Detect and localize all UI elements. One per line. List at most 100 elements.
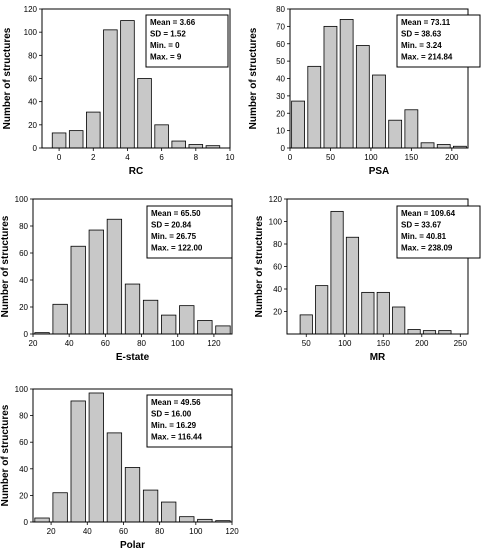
x-tick-label: 40 [83,527,92,536]
y-tick-label: 20 [28,121,37,130]
x-tick-label: 150 [405,153,419,162]
y-tick-label: 100 [15,195,29,204]
y-tick-label: 20 [273,308,282,317]
y-tick-label: 100 [24,28,38,37]
y-axis-label: Number of structures [2,27,13,129]
y-tick-label: 80 [28,51,37,60]
x-tick-label: 50 [302,339,311,348]
plot-frame [32,388,233,523]
histogram-bar [52,303,68,335]
histogram-bar [330,210,344,335]
x-tick-label: 2 [91,153,96,162]
histogram-bar [307,65,322,149]
histogram-bar [68,130,84,149]
histogram-bar [345,236,360,335]
x-tick-label: 100 [364,153,378,162]
histogram-bar [106,432,123,523]
y-tick-label: 80 [276,5,285,14]
stats-line: Min. = 26.75 [151,232,197,241]
x-tick-label: 80 [137,339,146,348]
histogram-bar [86,111,101,149]
y-tick-label: 0 [281,144,286,153]
stats-line: SD = 1.52 [150,30,186,39]
x-tick-label: 100 [189,527,203,536]
x-tick-label: 100 [171,339,185,348]
y-tick-label: 20 [19,491,28,500]
histogram-bar [315,285,329,335]
histogram-bar [70,400,86,523]
y-axis-label: Number of structures [254,215,265,317]
x-tick-label: 60 [119,527,128,536]
y-tick-label: 20 [19,303,28,312]
histogram-bar [420,142,435,149]
x-tick-label: 0 [57,153,62,162]
y-tick-label: 60 [19,249,28,258]
histogram-bar [323,25,338,149]
histogram-bar [88,229,104,335]
stats-line: SD = 33.67 [401,221,442,230]
histogram-bar [291,100,305,149]
x-axis-label: E-state [116,352,150,363]
y-axis-label: Number of structures [0,404,11,506]
x-tick-label: 20 [47,527,56,536]
y-tick-label: 40 [19,276,28,285]
stats-line: Min. = 16.29 [151,421,197,430]
histogram-bar [88,392,104,523]
stats-line: Max. = 238.09 [401,244,453,253]
x-tick-label: 0 [288,153,293,162]
histogram-bar [124,283,141,335]
x-tick-label: 250 [454,339,468,348]
histogram-bar [407,329,421,335]
y-tick-label: 0 [33,144,38,153]
y-tick-label: 100 [269,218,283,227]
histogram-bar [51,132,67,149]
stats-box [145,14,229,68]
y-tick-label: 20 [276,109,285,118]
histogram-bar [299,314,313,335]
stats-line: Min. = 3.24 [401,41,442,50]
histogram-bar [106,218,123,335]
y-tick-label: 40 [273,285,282,294]
stats-line: Mean = 3.66 [150,18,196,27]
y-tick-label: 60 [276,40,285,49]
histogram-bar [404,109,419,149]
histogram-bar [124,467,141,523]
stats-line: SD = 16.00 [151,410,192,419]
histogram-bar [215,325,231,335]
x-tick-label: 200 [415,339,429,348]
y-tick-label: 40 [28,98,37,107]
stats-box [396,14,481,68]
x-tick-label: 10 [226,153,235,162]
histogram-bar [179,305,195,335]
y-tick-label: 120 [24,5,38,14]
stats-line: Mean = 109.64 [401,209,456,218]
stats-box [146,205,233,259]
y-tick-label: 120 [269,195,283,204]
histogram-bar [422,330,437,335]
histogram-bar [376,291,390,335]
x-tick-label: 120 [225,527,239,536]
histogram-bar [392,306,406,335]
stats-line: Max. = 122.00 [151,244,203,253]
histogram-bar [436,144,451,149]
histogram-panel-psa: 0 50 100 150 200 0 10 20 30 40 50 60 70 80 PSA Number o… [248,5,481,177]
histogram-bar [137,78,152,149]
histogram-bar [154,124,169,149]
y-tick-label: 60 [19,438,28,447]
x-tick-label: 4 [125,153,130,162]
x-tick-label: 100 [338,339,352,348]
y-tick-label: 30 [276,92,285,101]
stats-line: Min. = 0 [150,41,180,50]
histogram-bar [438,330,452,335]
x-tick-label: 120 [207,339,221,348]
x-tick-label: 50 [326,153,335,162]
histogram-bar [197,320,213,335]
histogram-bar [355,45,370,149]
histogram-bar [103,29,118,149]
y-tick-label: 40 [19,465,28,474]
histogram-bar [142,299,159,335]
plot-frame [32,198,233,335]
stats-line: Max. = 9 [150,53,182,62]
